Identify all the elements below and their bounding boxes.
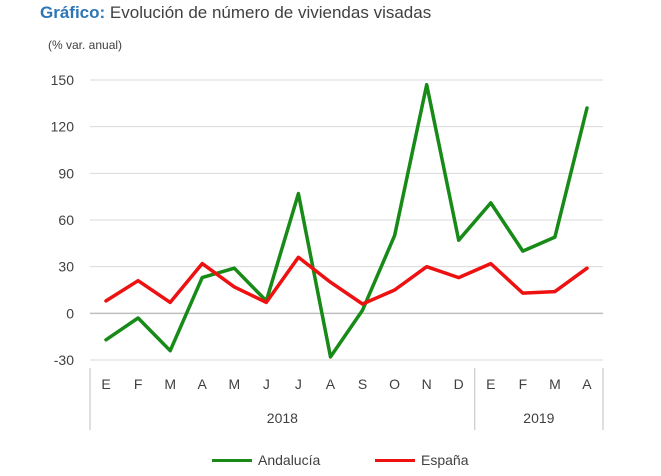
x-tick-label: F [519,376,528,392]
x-tick-label: F [134,376,143,392]
legend-item: Andalucía [212,452,320,468]
legend-swatch [375,458,415,462]
series-line-andaluc-a [104,82,589,359]
x-group-label: 2018 [267,410,298,426]
legend-label: Andalucía [258,452,321,468]
chart-legend: Andalucía España [0,452,661,472]
series-line-espa-a [104,255,589,306]
chart-title: Gráfico: Evolución de número de vivienda… [40,3,431,23]
x-tick-label: E [101,376,110,392]
x-tick-label: A [326,376,336,392]
x-tick-label: A [198,376,208,392]
legend-swatch [212,458,252,462]
legend-label: España [421,452,469,468]
x-tick-label: M [228,376,240,392]
y-tick-label: 150 [51,72,75,88]
x-tick-label: M [549,376,561,392]
x-tick-label: A [582,376,592,392]
x-tick-label: S [358,376,367,392]
y-tick-label: 0 [66,305,74,321]
title-text: Evolución de número de viviendas visadas [105,3,432,22]
y-tick-label: -30 [54,352,74,368]
legend-item: España [375,452,468,468]
x-tick-label: J [263,376,270,392]
x-tick-label: J [295,376,302,392]
x-tick-label: M [164,376,176,392]
y-axis-unit-label: (% var. anual) [48,38,123,52]
y-tick-label: 120 [51,119,75,135]
x-tick-label: N [422,376,432,392]
title-prefix: Gráfico: [40,3,106,22]
x-tick-label: O [389,376,400,392]
y-tick-label: 90 [58,165,74,181]
y-tick-label: 60 [58,212,74,228]
x-tick-label: D [454,376,464,392]
x-group-label: 2019 [523,410,554,426]
x-tick-label: E [486,376,495,392]
y-tick-label: 30 [58,259,74,275]
